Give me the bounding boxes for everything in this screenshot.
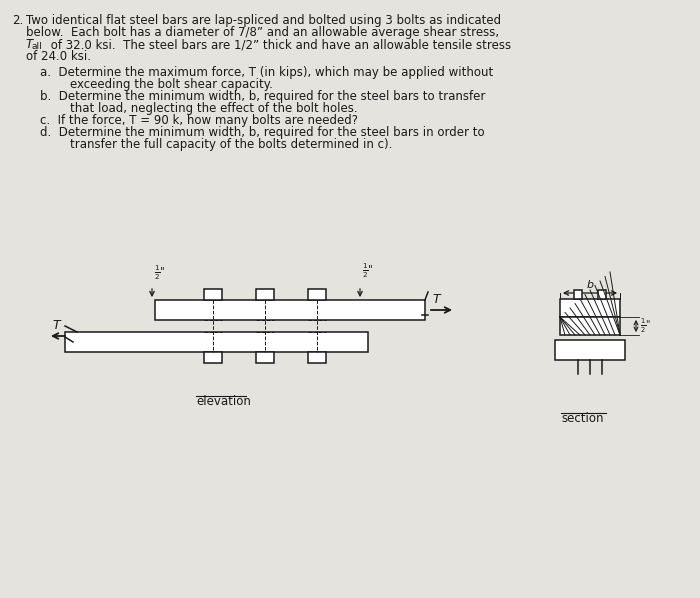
Text: section: section xyxy=(561,412,603,425)
Polygon shape xyxy=(308,352,326,363)
Polygon shape xyxy=(256,289,274,300)
Polygon shape xyxy=(560,299,620,317)
Text: T: T xyxy=(52,319,60,332)
Text: exceeding the bolt shear capacity.: exceeding the bolt shear capacity. xyxy=(70,78,273,91)
Text: $\mathregular{\frac{1}{2}}$": $\mathregular{\frac{1}{2}}$" xyxy=(640,317,651,335)
Polygon shape xyxy=(560,317,620,335)
Text: that load, neglecting the effect of the bolt holes.: that load, neglecting the effect of the … xyxy=(70,102,358,115)
Polygon shape xyxy=(574,290,582,299)
Polygon shape xyxy=(155,300,425,320)
Polygon shape xyxy=(308,289,326,300)
Text: b: b xyxy=(587,280,594,290)
Polygon shape xyxy=(204,352,222,363)
Text: T: T xyxy=(26,38,33,51)
Text: below.  Each bolt has a diameter of 7/8” and an allowable average shear stress,: below. Each bolt has a diameter of 7/8” … xyxy=(26,26,499,39)
Text: of 32.0 ksi.  The steel bars are 1/2” thick and have an allowable tensile stress: of 32.0 ksi. The steel bars are 1/2” thi… xyxy=(47,38,511,51)
Text: 2.: 2. xyxy=(12,14,23,27)
Polygon shape xyxy=(555,340,625,360)
Polygon shape xyxy=(204,289,222,300)
Polygon shape xyxy=(598,290,606,299)
Text: a.  Determine the maximum force, T (in kips), which may be applied without: a. Determine the maximum force, T (in ki… xyxy=(40,66,493,79)
Text: Two identical flat steel bars are lap-spliced and bolted using 3 bolts as indica: Two identical flat steel bars are lap-sp… xyxy=(26,14,501,27)
Text: transfer the full capacity of the bolts determined in c).: transfer the full capacity of the bolts … xyxy=(70,138,393,151)
Text: b.  Determine the minimum width, b, required for the steel bars to transfer: b. Determine the minimum width, b, requi… xyxy=(40,90,485,103)
Text: $\mathregular{\frac{1}{2}}$": $\mathregular{\frac{1}{2}}$" xyxy=(154,264,166,282)
Text: T: T xyxy=(432,293,440,306)
Text: all: all xyxy=(31,42,42,51)
Text: of 24.0 ksi.: of 24.0 ksi. xyxy=(26,50,91,63)
Text: elevation: elevation xyxy=(196,395,251,408)
Polygon shape xyxy=(256,352,274,363)
Polygon shape xyxy=(65,332,368,352)
Text: d.  Determine the minimum width, b, required for the steel bars in order to: d. Determine the minimum width, b, requi… xyxy=(40,126,484,139)
Text: c.  If the force, T = 90 k, how many bolts are needed?: c. If the force, T = 90 k, how many bolt… xyxy=(40,114,358,127)
Text: $\mathregular{\frac{1}{2}}$": $\mathregular{\frac{1}{2}}$" xyxy=(362,261,374,280)
